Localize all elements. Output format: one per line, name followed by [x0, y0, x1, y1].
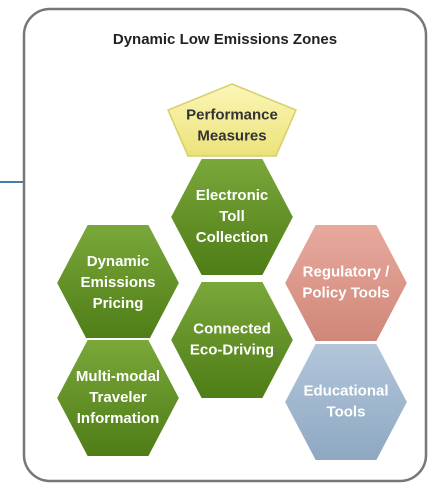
node-label: Pricing: [93, 295, 144, 312]
node-label: Collection: [196, 229, 269, 246]
node-label: Toll: [219, 208, 245, 225]
node-label: Eco-Driving: [190, 341, 274, 358]
node-label: Connected: [193, 320, 271, 337]
node-label: Emissions: [80, 274, 155, 291]
hexagon: [282, 342, 410, 462]
node-label: Traveler: [89, 389, 147, 406]
node-label: Dynamic: [87, 253, 150, 270]
node-label: Performance: [186, 106, 278, 123]
node-label: Tools: [327, 403, 366, 420]
node-label: Information: [77, 410, 160, 427]
hexagon: [168, 157, 296, 277]
node-label: Policy Tools: [302, 284, 389, 301]
node-label: Regulatory /: [303, 263, 391, 280]
node-label: Measures: [197, 127, 266, 144]
shapes: Performance Measures Electronic Toll Collect…: [54, 83, 410, 462]
node-label: Educational: [303, 382, 388, 399]
title: Dynamic Low Emissions Zones: [113, 31, 337, 48]
node-label: Multi-modal: [76, 368, 160, 385]
hexagon: [168, 280, 296, 400]
pentagon: [167, 83, 297, 157]
hexagon: [54, 338, 182, 458]
node-label: Electronic: [196, 187, 269, 204]
